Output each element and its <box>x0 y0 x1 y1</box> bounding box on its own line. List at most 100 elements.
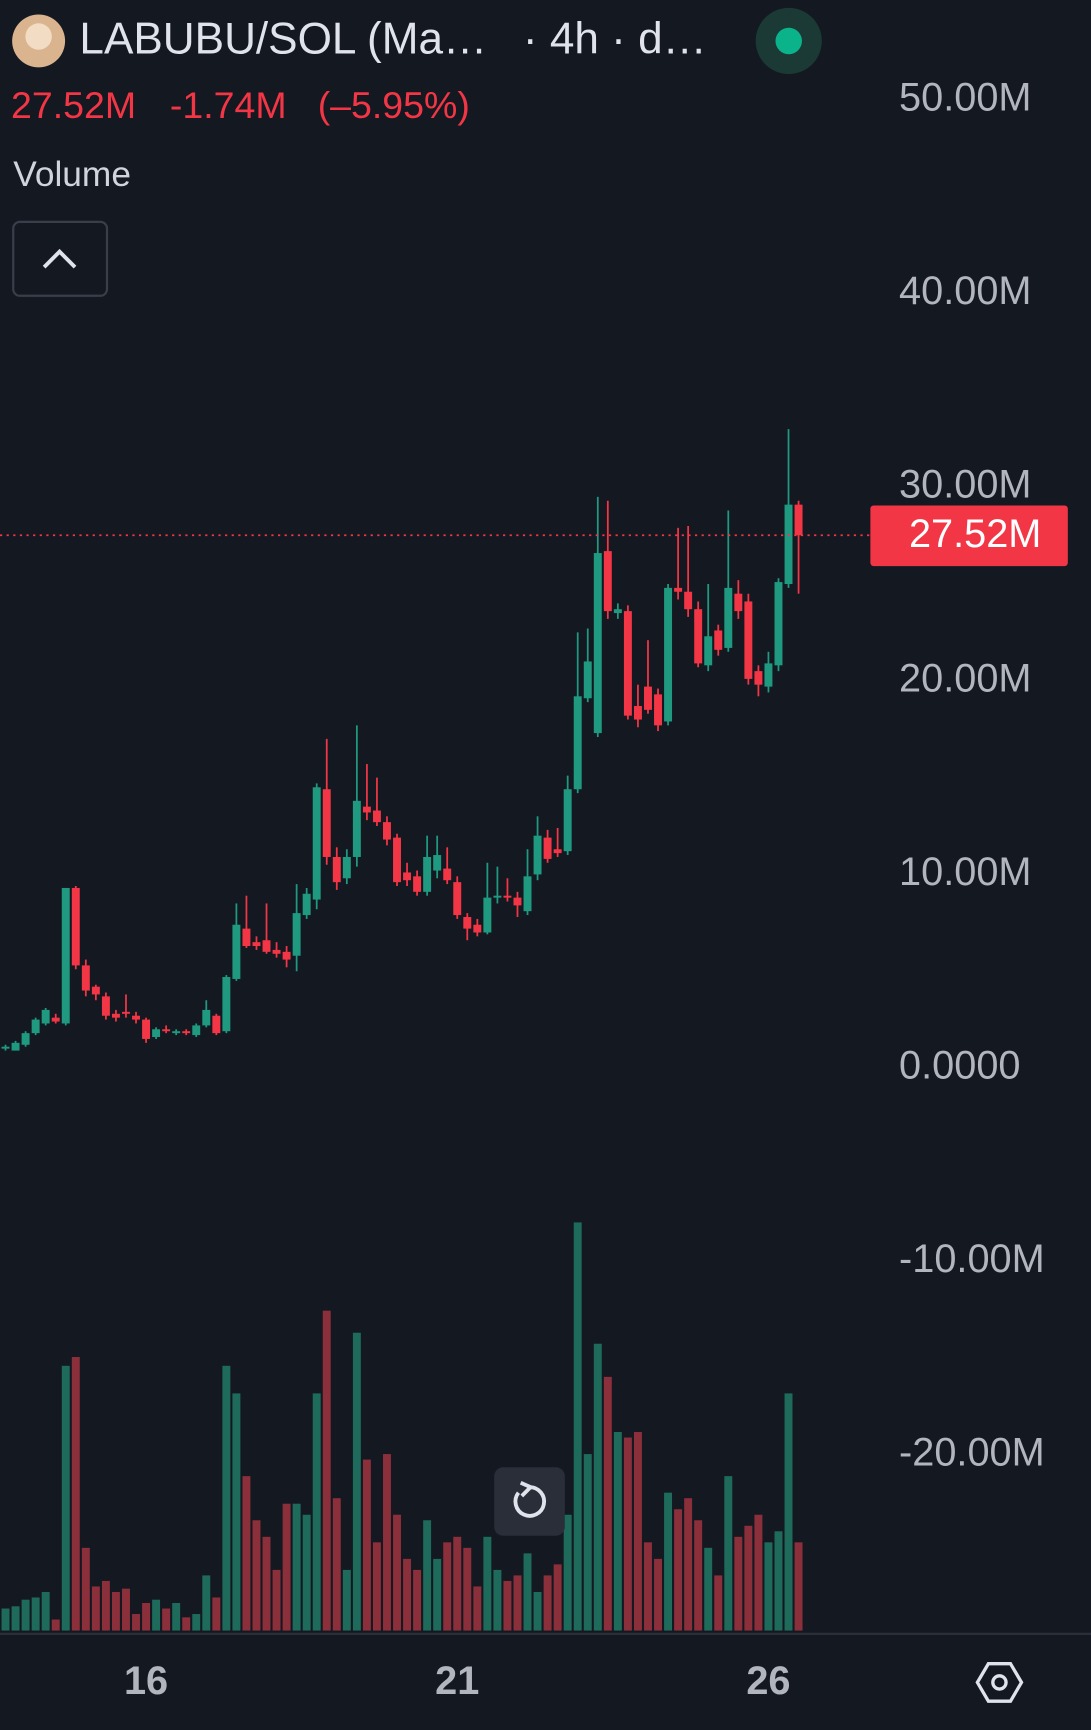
candle-body <box>423 856 432 892</box>
candle-body <box>654 694 662 726</box>
candle-body <box>664 587 673 722</box>
candle-body <box>91 986 100 995</box>
volume-bar <box>222 1365 231 1631</box>
candle-body <box>172 1031 181 1034</box>
settings-button[interactable] <box>975 1662 1024 1703</box>
y-tick-label: 0.0000 <box>899 1043 1020 1087</box>
candle-body <box>513 897 522 906</box>
candle-body <box>393 837 401 883</box>
candle-body <box>272 949 281 954</box>
y-tick-label: 30.00M <box>899 463 1031 507</box>
candle-body <box>302 893 311 916</box>
volume-bar <box>453 1536 462 1631</box>
volume-bar <box>172 1602 181 1631</box>
candle-body <box>192 1025 201 1036</box>
volume-bar <box>694 1520 703 1631</box>
volume-bar <box>322 1310 331 1631</box>
candle-body <box>21 1033 30 1045</box>
candle-body <box>322 789 331 857</box>
candle-body <box>31 1019 40 1034</box>
candle-body <box>242 928 251 947</box>
volume-bar <box>142 1602 151 1631</box>
candle-body <box>794 504 803 536</box>
candle-body <box>122 1011 130 1014</box>
volume-bar <box>352 1332 361 1631</box>
y-tick-label: -20.00M <box>899 1431 1045 1475</box>
volume-bar <box>101 1580 110 1631</box>
reset-icon-arrow <box>519 1480 534 1498</box>
volume-bar <box>383 1454 391 1631</box>
volume-bar <box>11 1606 20 1631</box>
candle-body <box>383 822 391 840</box>
volume-bar <box>603 1376 612 1631</box>
candle-body <box>81 965 90 991</box>
price-change-percent: (–5.95%) <box>318 84 470 126</box>
collapse-button-frame[interactable] <box>12 220 109 297</box>
volume-bar <box>252 1520 261 1631</box>
candle-body <box>453 882 462 916</box>
candle-body <box>111 1013 120 1018</box>
volume-bar <box>513 1575 522 1631</box>
volume-bar <box>132 1614 140 1631</box>
chevron-up-icon <box>42 248 77 269</box>
candle-body <box>262 940 271 952</box>
volume-bar <box>583 1454 592 1631</box>
volume-bar <box>483 1536 492 1631</box>
candle-body <box>503 895 512 898</box>
candle-body <box>372 810 381 823</box>
volume-bar <box>493 1569 502 1631</box>
candle-body <box>583 661 592 699</box>
volume-bar <box>413 1569 422 1631</box>
last-price-tag <box>870 505 1068 567</box>
candle-body <box>714 630 723 650</box>
volume-bar <box>51 1619 60 1631</box>
volume-bar <box>41 1591 50 1631</box>
token-avatar-face <box>25 23 52 50</box>
volume-bar <box>242 1476 251 1631</box>
reset-button[interactable] <box>494 1467 565 1536</box>
volume-bar <box>111 1591 120 1631</box>
candle-body <box>292 913 301 956</box>
collapse-button[interactable] <box>12 220 109 297</box>
y-tick-label: 10.00M <box>899 850 1031 894</box>
candle-body <box>764 663 773 687</box>
volume-bar <box>623 1437 632 1631</box>
candle-body <box>202 1009 211 1026</box>
candle-body <box>142 1019 151 1039</box>
candle-body <box>724 587 733 648</box>
volume-bar <box>312 1393 321 1631</box>
volume-bar <box>262 1536 271 1631</box>
volume-bar <box>91 1586 100 1631</box>
candle-body <box>152 1029 161 1038</box>
volume-bar <box>684 1498 693 1631</box>
volume-label: Volume <box>13 155 131 194</box>
candle-body <box>774 582 783 666</box>
volume-bar <box>232 1393 241 1631</box>
candle-body <box>413 876 422 892</box>
candle-body <box>212 1015 221 1034</box>
settings-icon-center <box>991 1674 1008 1691</box>
candle-body <box>633 705 642 720</box>
volume-bar <box>162 1608 171 1631</box>
volume-bar <box>633 1432 642 1631</box>
candle-body <box>403 872 412 881</box>
candle-body <box>332 856 341 883</box>
volume-bar <box>744 1525 753 1631</box>
candle-body <box>644 686 652 710</box>
reset-button-frame[interactable] <box>494 1467 565 1536</box>
candle-body <box>443 868 452 881</box>
volume-bar <box>362 1459 371 1631</box>
volume-bar <box>403 1558 412 1631</box>
volume-bar <box>423 1520 432 1631</box>
settings-icon[interactable] <box>975 1662 1024 1703</box>
candle-body <box>61 887 70 1024</box>
volume-bar <box>21 1599 30 1631</box>
candle-body <box>182 1031 191 1034</box>
candle-body <box>674 587 683 592</box>
candle-body <box>463 916 472 929</box>
reset-icon <box>513 1485 547 1518</box>
volume-bar <box>122 1588 130 1631</box>
volume-bar <box>31 1597 40 1631</box>
volume-bar <box>372 1542 381 1631</box>
candle-body <box>1 1046 10 1049</box>
